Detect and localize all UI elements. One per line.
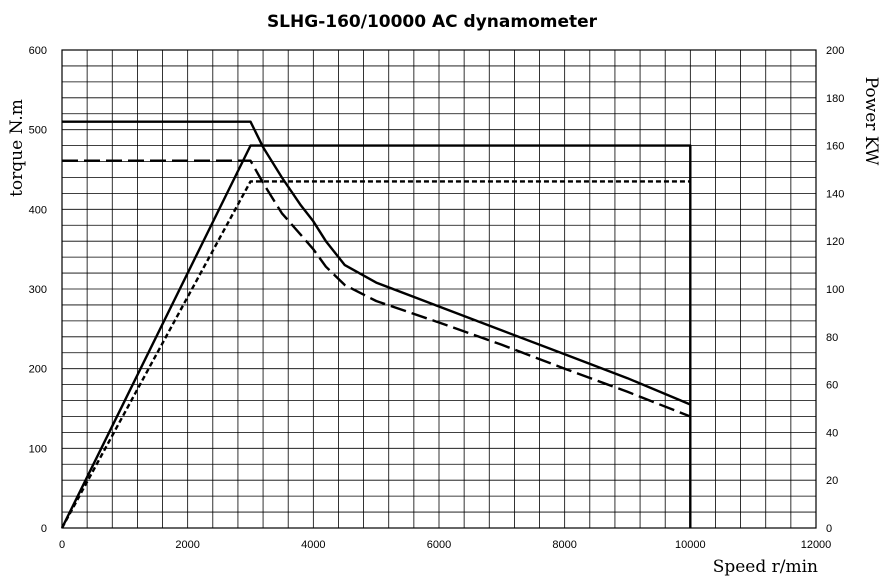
y-right-tick-label: 80 — [826, 332, 838, 344]
y-axis-left-label: torque N.m — [7, 99, 27, 197]
y-right-tick-label: 180 — [826, 93, 844, 105]
y-right-tick-label: 200 — [826, 45, 844, 57]
series-line-3 — [60, 144, 692, 529]
chart-title: SLHG-160/10000 AC dynamometer — [267, 12, 598, 32]
y-left-tick-label: 100 — [29, 443, 47, 455]
y-right-tick-label: 20 — [826, 475, 838, 487]
y-axis-right-label: Power KW — [861, 77, 881, 166]
y-right-tick-label: 100 — [826, 284, 844, 296]
y-left-tick-label: 200 — [29, 364, 47, 376]
x-tick-label: 2000 — [175, 539, 199, 551]
x-tick-label: 4000 — [301, 539, 325, 551]
x-tick-label: 12000 — [801, 539, 832, 551]
x-tick-label: 10000 — [675, 539, 706, 551]
series-line-4 — [60, 180, 691, 529]
y-left-tick-label: 500 — [29, 125, 47, 137]
y-right-tick-label: 140 — [826, 188, 844, 200]
series-group — [60, 120, 692, 529]
x-tick-label: 8000 — [552, 539, 576, 551]
y-right-tick-label: 160 — [826, 141, 844, 153]
x-tick-label: 0 — [59, 539, 65, 551]
y-left-tick-label: 300 — [29, 284, 47, 296]
y-right-tick-label: 0 — [826, 523, 832, 535]
y-left-tick-label: 0 — [41, 523, 47, 535]
plot-frame — [61, 49, 817, 529]
series-line-2 — [62, 159, 691, 418]
y-right-tick-label: 60 — [826, 380, 838, 392]
series-line-1 — [62, 120, 691, 406]
x-tick-label: 6000 — [427, 539, 451, 551]
tick-labels: 0 2000 4000 6000 8000 10000 120000100200300400… — [29, 45, 845, 551]
y-left-tick-label: 400 — [29, 204, 47, 216]
x-axis-label: Speed r/min — [713, 557, 818, 576]
y-right-tick-label: 120 — [826, 236, 844, 248]
y-left-tick-label: 600 — [29, 45, 47, 57]
y-right-tick-label: 40 — [826, 427, 838, 439]
